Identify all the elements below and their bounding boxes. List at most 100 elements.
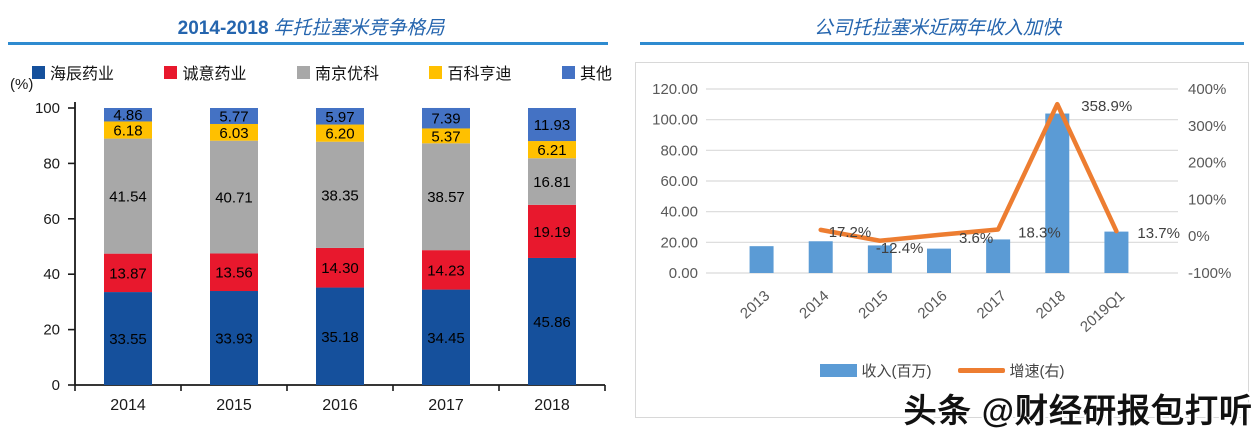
x-label-group: 2018 bbox=[1033, 287, 1069, 322]
segment-value-label: 5.37 bbox=[431, 128, 460, 145]
y-tick-label: 20 bbox=[43, 322, 60, 339]
y-tick-label: 0 bbox=[52, 377, 60, 394]
bar-segment bbox=[104, 292, 152, 385]
x-label-group: 2015 bbox=[855, 287, 891, 322]
watermark: 头条 @财经研报包打听 bbox=[903, 392, 1253, 429]
bar-segment bbox=[210, 140, 258, 254]
growth-value-label: 3.6% bbox=[959, 230, 993, 247]
left-title-text: 年托拉塞米竞争格局 bbox=[268, 18, 445, 39]
growth-line bbox=[818, 101, 1119, 244]
x-category-label: 2015 bbox=[216, 397, 252, 414]
legend-swatch bbox=[164, 65, 178, 79]
left-title-years: 2014-2018 bbox=[177, 18, 269, 39]
segment-value-label: 13.87 bbox=[109, 265, 147, 282]
combo-chart: 0.00 20.00 40.00 60.00 80.00 100.00 120.00 -100… bbox=[652, 81, 1231, 336]
left-axis-tick-label: 100.00 bbox=[652, 112, 698, 129]
left-chart-legend: 海辰药业 诚意药业 南京优科 百科亨迪 其他 bbox=[32, 60, 612, 84]
segment-value-label: 5.97 bbox=[325, 109, 354, 126]
legend-label: 其他 bbox=[579, 66, 612, 83]
bar-segment bbox=[528, 141, 576, 159]
segment-value-label: 6.21 bbox=[537, 142, 566, 159]
legend-bar-swatch bbox=[819, 364, 857, 377]
x-category-label: 2015 bbox=[855, 287, 891, 322]
segment-value-label: 5.77 bbox=[219, 108, 248, 125]
bar-segment bbox=[528, 257, 576, 385]
revenue-bar bbox=[867, 245, 892, 273]
legend-line-swatch bbox=[957, 368, 1005, 373]
legend-label: 诚意药业 bbox=[182, 66, 247, 83]
bar-segment bbox=[316, 124, 364, 142]
y-tick-label: 60 bbox=[43, 211, 60, 228]
left-axis-tick-label: 80.00 bbox=[660, 142, 698, 159]
segment-value-label: 45.86 bbox=[533, 314, 571, 331]
growth-value-label: -12.4% bbox=[876, 240, 924, 257]
y-tick-label: 80 bbox=[43, 155, 60, 172]
left-axis-tick-label: 20.00 bbox=[660, 234, 698, 251]
segment-value-label: 6.20 bbox=[325, 126, 354, 143]
x-label-group: 2016 bbox=[914, 287, 950, 322]
segment-value-label: 40.71 bbox=[215, 190, 253, 207]
left-axis-tick-label: 40.00 bbox=[660, 204, 698, 221]
revenue-bar bbox=[927, 248, 951, 273]
revenue-bar bbox=[808, 241, 833, 273]
y-tick-label: 40 bbox=[43, 266, 60, 283]
segment-value-label: 4.86 bbox=[113, 107, 142, 124]
x-category-label: 2014 bbox=[110, 397, 146, 414]
legend-swatch bbox=[561, 65, 575, 79]
bar-segment bbox=[528, 204, 576, 258]
legend-swatch bbox=[32, 65, 45, 79]
x-label-group: 2013 bbox=[737, 287, 773, 322]
bar-segment bbox=[422, 107, 470, 129]
bar-segment bbox=[422, 128, 470, 144]
figure-market-share: 2014-2018 年托拉塞米竞争格局 海辰药业 诚意药业 南京优科 百科亨迪 其他 (… bbox=[0, 0, 622, 431]
bar-segment bbox=[210, 253, 258, 292]
bar-segment bbox=[210, 108, 258, 124]
legend-label: 收入(百万) bbox=[861, 363, 932, 380]
growth-value-label: 13.7% bbox=[1137, 225, 1180, 242]
legend-item: 诚意药业 bbox=[164, 60, 247, 84]
x-label-group: 2019Q1 bbox=[1077, 287, 1128, 335]
legend-item: 南京优科 bbox=[296, 60, 379, 84]
legend-label: 百科亨迪 bbox=[447, 66, 512, 83]
legend-label: 海辰药业 bbox=[50, 66, 115, 83]
revenue-bar bbox=[1045, 113, 1070, 274]
y-axis-unit-label: (%) bbox=[10, 76, 34, 93]
bar-segment bbox=[422, 250, 470, 290]
bar-segment bbox=[104, 253, 152, 293]
segment-value-label: 13.56 bbox=[215, 265, 253, 282]
x-label-group: 2014 bbox=[796, 287, 832, 322]
bar-segment bbox=[528, 158, 576, 205]
x-category-label: 2016 bbox=[914, 287, 950, 322]
revenue-bar bbox=[1104, 231, 1129, 273]
growth-value-label: 358.9% bbox=[1081, 98, 1132, 115]
bar-segment bbox=[422, 143, 470, 251]
right-chart-title: 公司托拉塞米近两年收入加快 bbox=[622, 13, 1253, 40]
right-axis-tick-label: 0% bbox=[1188, 228, 1210, 245]
legend-item: 百科亨迪 bbox=[429, 60, 511, 84]
segment-value-label: 19.19 bbox=[533, 224, 571, 241]
legend-swatch bbox=[429, 65, 443, 79]
bar-segment bbox=[104, 108, 152, 122]
right-axis-tick-label: 200% bbox=[1188, 155, 1226, 172]
right-title-text: 公司托拉塞米近两年收入加快 bbox=[813, 18, 1061, 39]
bar-segment bbox=[528, 108, 576, 142]
left-title-underline bbox=[8, 42, 608, 45]
segment-value-label: 14.30 bbox=[321, 260, 359, 277]
revenue-bar bbox=[986, 239, 1011, 273]
segment-value-label: 11.93 bbox=[534, 117, 570, 134]
segment-value-label: 38.35 bbox=[321, 187, 359, 204]
legend-item: 增速(右) bbox=[957, 360, 1065, 381]
right-title-underline bbox=[640, 42, 1244, 45]
x-category-label: 2019Q1 bbox=[1077, 287, 1128, 335]
x-category-label: 2018 bbox=[534, 397, 570, 414]
segment-value-label: 16.81 bbox=[533, 174, 571, 191]
segment-value-label: 6.18 bbox=[113, 123, 142, 140]
figure-revenue-growth: 公司托拉塞米近两年收入加快 0.00 20.00 40.00 60.00 80.00 10… bbox=[622, 0, 1253, 431]
bar-segment bbox=[210, 123, 258, 141]
right-chart-frame: 0.00 20.00 40.00 60.00 80.00 100.00 120.00 -100… bbox=[635, 62, 1249, 418]
segment-value-label: 7.39 bbox=[431, 111, 460, 128]
segment-value-label: 35.18 bbox=[321, 329, 359, 346]
segment-value-label: 34.45 bbox=[427, 330, 465, 347]
bar-segment bbox=[422, 289, 470, 385]
legend-item: 海辰药业 bbox=[32, 60, 114, 84]
